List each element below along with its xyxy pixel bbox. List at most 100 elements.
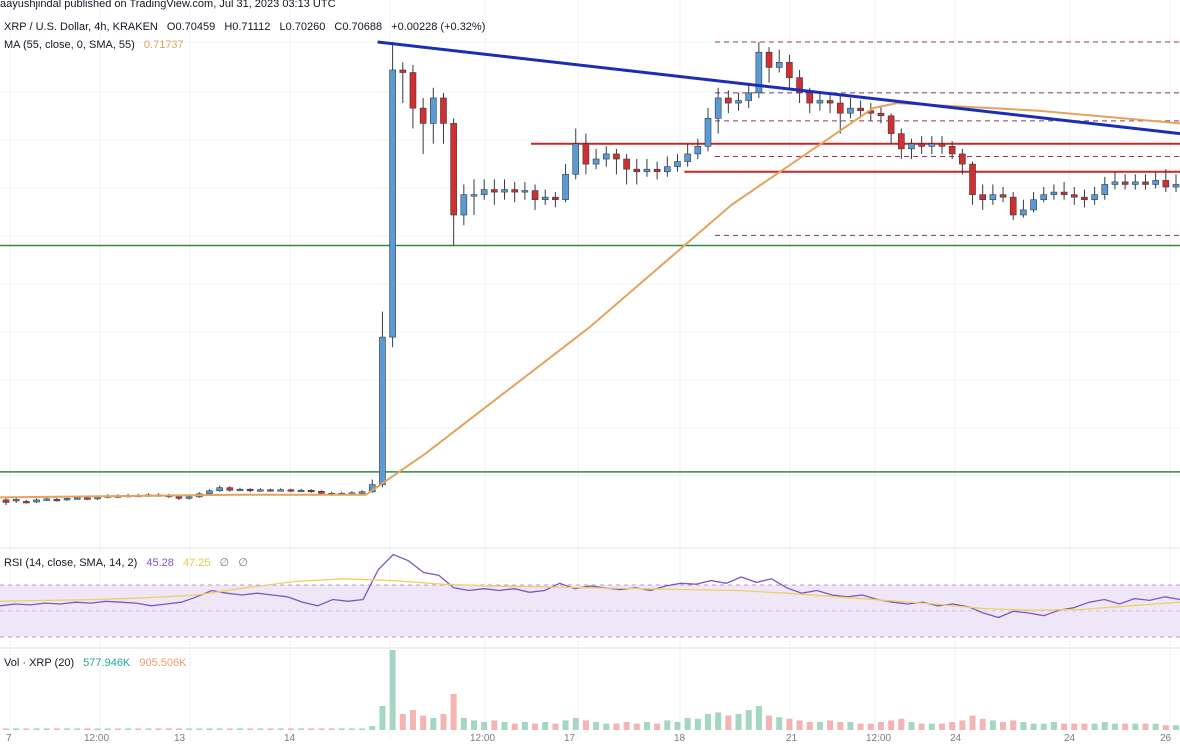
volume-bar	[94, 728, 101, 730]
candle	[379, 336, 386, 485]
candle	[1050, 191, 1058, 195]
symbol-legend[interactable]: XRP / U.S. Dollar, 4h, KRAKEN O0.70459 H…	[4, 21, 491, 33]
candle	[440, 97, 447, 124]
volume-bar	[898, 718, 905, 730]
rsi-extra-2: ∅	[238, 557, 248, 569]
volume-bar	[1152, 723, 1159, 730]
rsi-value: 45.28	[146, 557, 174, 569]
candle	[206, 490, 213, 495]
candle	[1101, 184, 1109, 195]
volume-bar	[796, 720, 803, 730]
volume-bar	[491, 720, 498, 730]
x-tick-label: 18	[674, 733, 686, 744]
volume-bar	[1162, 725, 1169, 730]
volume-value: 577.946K	[83, 657, 131, 669]
candle	[1172, 184, 1180, 188]
volume-bar	[888, 720, 895, 730]
volume-bar	[3, 728, 9, 730]
x-tick-label: 26	[1160, 733, 1172, 744]
volume-bar	[471, 720, 477, 730]
candle	[653, 168, 661, 173]
candle	[725, 97, 732, 104]
volume-bar	[725, 715, 732, 730]
candle	[480, 189, 488, 195]
rsi-legend[interactable]: RSI (14, close, SMA, 14, 2) 45.28 47.25 …	[4, 556, 254, 569]
candle	[714, 97, 722, 119]
volume-bar	[1122, 723, 1129, 730]
candle	[572, 143, 580, 175]
candle	[257, 489, 264, 492]
volume-ma-value: 905.506K	[139, 657, 187, 669]
volume-bar	[633, 723, 640, 730]
candle	[430, 97, 437, 124]
candle	[2, 499, 10, 503]
candle	[1111, 181, 1119, 185]
symbol-name[interactable]: XRP / U.S. Dollar, 4h, KRAKEN	[4, 21, 158, 33]
volume-bar	[755, 706, 762, 730]
moving-average-line	[0, 102, 1180, 499]
volume-label[interactable]: Vol · XRP (20)	[4, 657, 75, 669]
candle	[358, 491, 366, 494]
volume-bar	[33, 728, 40, 730]
candle	[643, 168, 651, 173]
candle	[216, 487, 223, 492]
candle	[226, 487, 234, 491]
volume-bar	[694, 718, 701, 730]
volume-bar	[857, 723, 864, 730]
volume-bar	[13, 728, 20, 730]
rsi-ma-value: 47.25	[182, 557, 211, 569]
candle	[460, 194, 468, 216]
volume-bar	[379, 706, 386, 730]
candle	[399, 69, 407, 73]
volume-bar	[267, 728, 274, 730]
candle	[877, 112, 885, 117]
volume-bar	[175, 728, 182, 730]
volume-bar	[338, 728, 345, 730]
candle	[775, 62, 783, 68]
candle	[562, 173, 569, 201]
x-tick-label: 21	[786, 733, 798, 744]
volume-bar	[705, 714, 711, 730]
volume-bar	[318, 728, 325, 730]
volume-bar	[481, 722, 488, 730]
candle	[938, 143, 946, 147]
volume-bar	[816, 722, 823, 730]
x-tick-label: 13	[174, 733, 186, 744]
candle	[816, 100, 824, 104]
candle	[53, 499, 61, 502]
volume-bar	[64, 728, 71, 730]
volume-legend[interactable]: Vol · XRP (20) 577.946K 905.506K	[4, 657, 192, 669]
volume-bar	[348, 728, 355, 730]
volume-bar	[308, 728, 315, 730]
volume-bar	[501, 722, 508, 730]
volume-bar	[532, 723, 539, 730]
candle	[948, 146, 956, 155]
volume-bar	[328, 728, 335, 730]
candle	[745, 92, 752, 101]
x-tick-label: 24	[1064, 733, 1076, 744]
candle	[887, 115, 895, 134]
volume-bar	[745, 710, 752, 730]
volume-bar	[1111, 723, 1118, 730]
rsi-label[interactable]: RSI (14, close, SMA, 14, 2)	[4, 557, 138, 569]
volume-bar	[918, 723, 925, 730]
candle	[1152, 180, 1159, 185]
volume-bar	[664, 720, 671, 730]
volume-bar	[674, 722, 681, 730]
ma-label[interactable]: MA (55, close, 0, SMA, 55)	[4, 39, 135, 51]
candle	[236, 488, 244, 492]
candle	[419, 107, 427, 124]
candle	[175, 496, 183, 499]
candle	[33, 499, 40, 503]
volume-bar	[908, 722, 915, 730]
candle	[755, 51, 763, 94]
volume-bar	[735, 714, 742, 730]
ma-legend[interactable]: MA (55, close, 0, SMA, 55) 0.71737	[4, 39, 190, 51]
volume-bar	[786, 718, 793, 730]
volume-bar	[145, 728, 152, 730]
candle	[623, 158, 630, 170]
candle	[1091, 194, 1098, 201]
candle	[409, 72, 417, 109]
volume-bar	[23, 728, 30, 730]
